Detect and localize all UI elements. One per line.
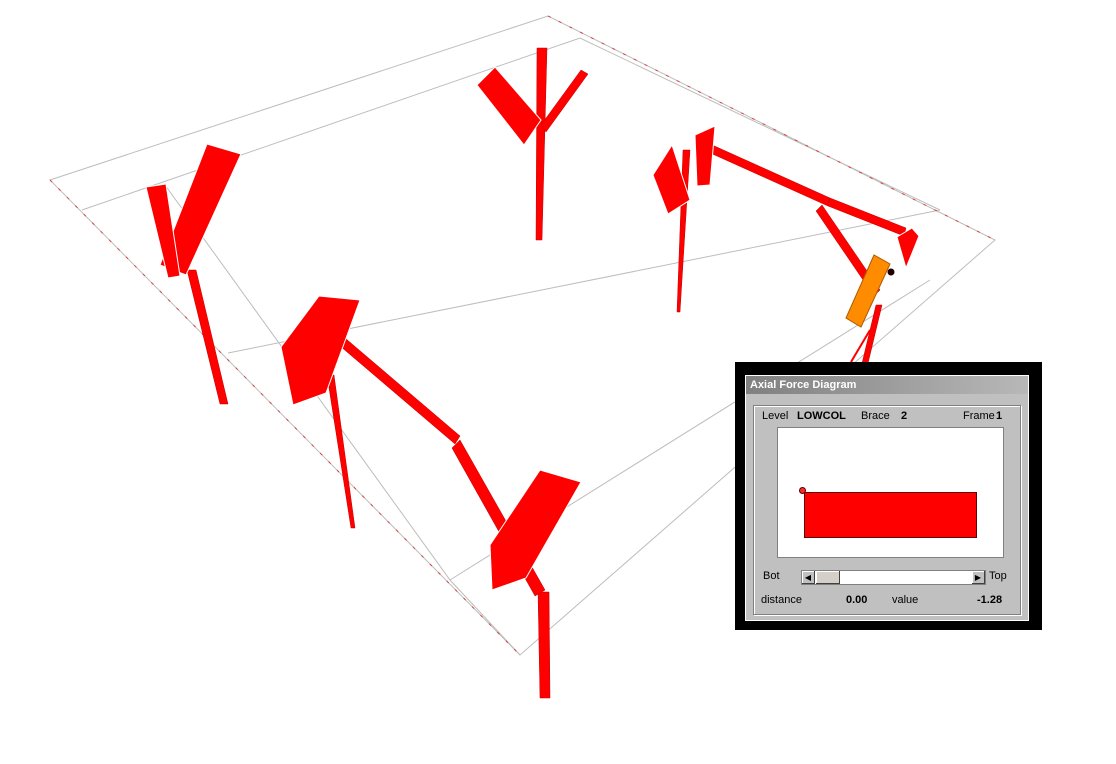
distance-label: distance [761, 594, 802, 606]
inner-grid-back [81, 37, 941, 211]
inner-grid-left [164, 184, 521, 656]
slider-thumb[interactable] [816, 571, 840, 584]
force-diagram-right [896, 227, 920, 270]
force-diagram-front-left [280, 295, 361, 406]
column-back [535, 47, 548, 241]
level-label: Level [762, 410, 789, 422]
brace-value: 2 [901, 410, 908, 422]
force-diagram-front [489, 469, 582, 591]
force-diagram-left-b [145, 183, 181, 279]
distance-value: 0.00 [846, 594, 868, 606]
dialog-content: Bot ◀ ▶ Top distance 0.00 value -1.28 [753, 377, 1021, 627]
dialog-panel: Level LOWCOL Brace 2 Frame 1 [753, 405, 1021, 615]
axial-force-plot [777, 427, 1004, 558]
top-label: Top [989, 570, 1007, 582]
brace-label: Brace [861, 410, 890, 422]
value-value: -1.28 [977, 594, 1003, 606]
column-front-left [326, 374, 356, 529]
distance-slider[interactable]: ◀ ▶ [801, 570, 986, 585]
position-marker [799, 487, 806, 494]
force-diagrams [145, 66, 920, 591]
axial-force-bar [804, 492, 977, 538]
beam-right-back-a [707, 143, 831, 207]
selected-brace[interactable] [845, 254, 891, 328]
level-value: LOWCOL [797, 410, 846, 422]
column-front [537, 591, 551, 699]
force-diagram-back [476, 66, 542, 146]
dialog-leader-line [850, 329, 871, 363]
bot-label: Bot [763, 570, 780, 582]
force-diagram-right-back-b [694, 125, 716, 187]
selected-brace-node[interactable] [887, 268, 895, 276]
slider-left-button[interactable]: ◀ [802, 571, 815, 584]
frame-label: Frame [963, 410, 995, 422]
frame-value: 1 [996, 410, 1003, 422]
column-left [186, 269, 229, 405]
slider-right-button[interactable]: ▶ [972, 571, 985, 584]
dialog-title[interactable]: Axial Force Diagram [746, 376, 1028, 394]
beam-back [540, 69, 589, 133]
force-diagram-right-back [652, 143, 691, 215]
value-label: value [892, 594, 919, 606]
